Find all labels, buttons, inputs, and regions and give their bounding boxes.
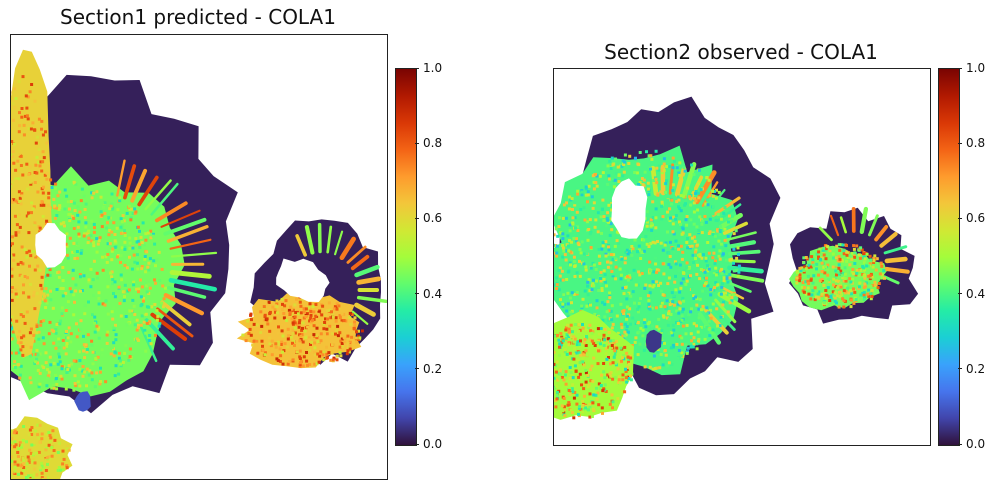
tissue-right-fingers — [818, 206, 910, 285]
tissue-right-speckle — [795, 243, 886, 309]
colorbar-tick-mark — [958, 293, 962, 295]
colorbar-tick-label: 1.0 — [423, 61, 443, 75]
tissue-right-hole — [276, 258, 330, 302]
colorbar-tick-label: 1.0 — [966, 61, 986, 75]
colorbar-tick-label: 0.0 — [966, 437, 986, 451]
panel1-colorbar-ticks: 0.0 0.2 0.4 0.6 0.8 1.0 — [415, 62, 457, 450]
colorbar-tick-mark — [958, 368, 962, 370]
colorbar-tick-mark — [415, 293, 419, 295]
tissue-right-speckle — [241, 295, 364, 368]
colorbar-tick-label: 0.4 — [966, 286, 986, 301]
panel1-plot-area — [10, 34, 388, 480]
panel1-colorbar — [395, 68, 417, 446]
colorbar-tick-mark — [958, 217, 962, 219]
tissue-small-spot — [74, 391, 91, 412]
colorbar-tick-label: 0.8 — [966, 136, 986, 151]
panel2-plot-area — [553, 68, 931, 446]
panel2-colorbar — [938, 68, 960, 446]
panel2-title: Section2 observed - COLA1 — [604, 40, 878, 64]
colorbar-tick-mark — [415, 217, 419, 219]
colorbar-tick-mark — [415, 443, 419, 445]
tissue-right-fingers — [295, 222, 387, 325]
colorbar-tick-label: 0.2 — [966, 361, 986, 376]
tissue-bottom-left-speckle — [11, 423, 71, 479]
tissue-left-hole — [611, 178, 648, 239]
colorbar-tick-mark — [958, 142, 962, 144]
panel1-title: Section1 predicted - COLA1 — [60, 5, 336, 29]
colorbar-tick-label: 0.2 — [423, 361, 443, 376]
colorbar-tick-label: 0.6 — [423, 211, 443, 226]
colorbar-tick-label: 0.6 — [966, 211, 986, 226]
tissue-bottom-left-speckle — [554, 323, 634, 420]
colorbar-tick-label: 0.4 — [423, 286, 443, 301]
colorbar-tick-mark — [415, 142, 419, 144]
tissue-left-hole — [35, 222, 66, 268]
colorbar-tick-mark — [415, 368, 419, 370]
tissue-small-spot — [645, 329, 662, 353]
colorbar-tick-label: 0.0 — [423, 437, 443, 451]
tissue-left-fingers — [116, 159, 218, 363]
panel2-colorbar-ticks: 0.0 0.2 0.4 0.6 0.8 1.0 — [958, 62, 998, 450]
colorbar-tick-mark — [958, 443, 962, 445]
colorbar-tick-mark — [415, 67, 419, 69]
colorbar-tick-mark — [958, 67, 962, 69]
tissue-left-speckle — [554, 149, 741, 371]
colorbar-tick-label: 0.8 — [423, 136, 443, 151]
